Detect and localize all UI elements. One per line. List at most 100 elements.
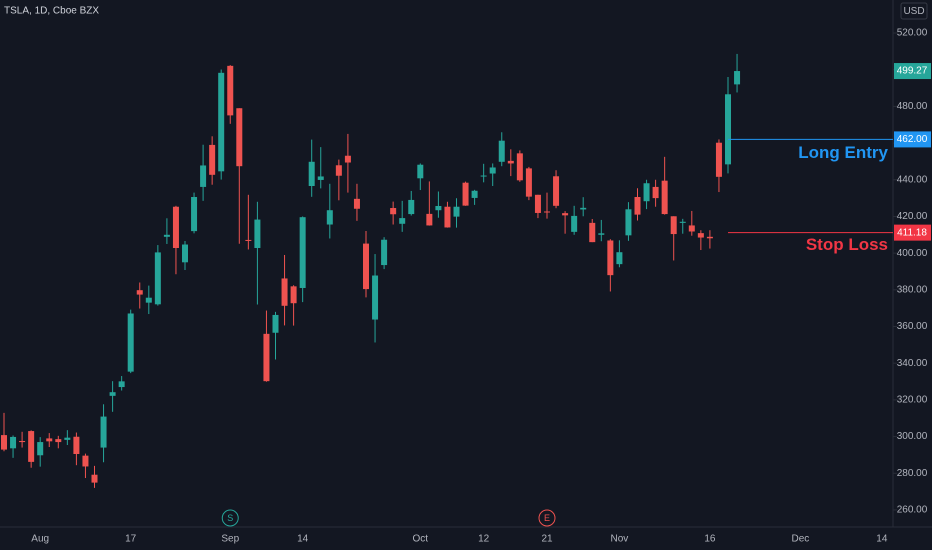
candle-body <box>652 186 659 199</box>
candle-body <box>163 234 170 237</box>
candle-body <box>154 252 161 305</box>
candle-body <box>1 435 7 450</box>
candle-body <box>498 140 505 162</box>
x-tick-label: Dec <box>792 534 810 545</box>
candle-body <box>544 211 550 213</box>
candle-body <box>37 442 44 456</box>
candle-body <box>734 71 741 85</box>
candle-body <box>91 474 98 483</box>
candle-body <box>227 65 234 116</box>
y-tick-label: 260.00 <box>897 505 928 516</box>
candle-body <box>381 239 388 266</box>
level-tag <box>894 131 931 148</box>
y-tick-label: 520.00 <box>897 28 928 39</box>
y-tick-label: 360.00 <box>897 321 928 332</box>
candle-body <box>426 213 433 226</box>
candle-body <box>281 278 288 306</box>
candle-body <box>453 206 460 217</box>
candle-body <box>64 437 71 440</box>
last-price-tag <box>894 63 931 80</box>
event-label[interactable]: E <box>544 513 550 523</box>
candle-body <box>715 142 722 177</box>
level-tag-label: 462.00 <box>897 134 928 145</box>
candle-body <box>507 160 514 164</box>
candle-body <box>245 239 252 241</box>
candle-body <box>534 194 541 213</box>
candle-body <box>353 198 360 209</box>
candle-body <box>553 176 560 206</box>
event-label[interactable]: S <box>227 513 233 523</box>
candle-body <box>127 313 134 372</box>
candle-body <box>73 436 80 454</box>
level-name: Stop Loss <box>806 235 888 254</box>
candle-body <box>616 252 623 265</box>
x-tick-label: Nov <box>611 534 629 545</box>
candle-body <box>172 206 179 248</box>
candle-body <box>589 222 596 243</box>
candle-body <box>462 182 469 206</box>
symbol-title: TSLA, 1D, Cboe BZX <box>4 6 99 17</box>
currency[interactable]: USD <box>903 6 924 17</box>
candle-body <box>191 197 198 232</box>
candle-body <box>489 167 496 174</box>
candle-body <box>326 210 333 225</box>
candle-body <box>272 314 279 333</box>
candle-body <box>562 213 569 216</box>
candle-body <box>516 153 523 181</box>
candle-body <box>82 455 89 467</box>
y-tick-label: 280.00 <box>897 468 928 479</box>
last-price-label: 499.27 <box>897 66 928 77</box>
level-tag-label: 411.18 <box>897 227 927 238</box>
candle-body <box>390 208 397 215</box>
candle-body <box>571 215 578 232</box>
candle-body <box>706 236 713 239</box>
y-tick-label: 320.00 <box>897 395 928 406</box>
candle-body <box>408 199 415 215</box>
candle-body <box>679 221 686 223</box>
y-tick-label: 300.00 <box>897 431 928 442</box>
candle-body <box>525 168 532 197</box>
candle-body <box>236 108 243 167</box>
x-tick-label: 14 <box>876 534 888 545</box>
candle-body <box>417 164 424 179</box>
x-tick-label: Aug <box>31 534 49 545</box>
y-tick-label: 380.00 <box>897 284 928 295</box>
candle-body <box>100 416 107 448</box>
x-tick-label: 14 <box>297 534 309 545</box>
candle-body <box>19 440 26 443</box>
candle-body <box>697 233 704 238</box>
x-tick-label: Oct <box>413 534 429 545</box>
x-tick-label: 21 <box>541 534 553 545</box>
candle-body <box>308 161 315 186</box>
event-marker[interactable] <box>538 509 556 527</box>
candle-body <box>634 197 641 215</box>
candle-body <box>299 217 306 288</box>
event-marker[interactable] <box>221 509 239 527</box>
candle-body <box>688 225 695 232</box>
candle-body <box>344 155 351 163</box>
candle-body <box>118 381 125 388</box>
candle-body <box>10 436 17 449</box>
level-tag <box>894 224 931 241</box>
candle-body <box>290 286 297 304</box>
level-name: Long Entry <box>798 143 888 162</box>
candle-body <box>263 333 270 382</box>
candle-body <box>218 72 225 172</box>
candle-body <box>399 218 406 224</box>
candle-body <box>607 240 614 276</box>
candle-body <box>335 165 342 176</box>
candle-body <box>136 290 143 295</box>
candle-body <box>28 431 35 462</box>
candle-body <box>363 243 369 290</box>
currency-box[interactable] <box>900 2 928 20</box>
y-tick-label: 440.00 <box>897 174 928 185</box>
candle-body <box>725 94 731 165</box>
candle-body <box>254 219 261 248</box>
y-tick-label: 420.00 <box>897 211 928 222</box>
candle-body <box>209 144 216 175</box>
x-tick-label: 16 <box>704 534 716 545</box>
candle-body <box>661 180 668 215</box>
candle-body <box>670 216 677 235</box>
